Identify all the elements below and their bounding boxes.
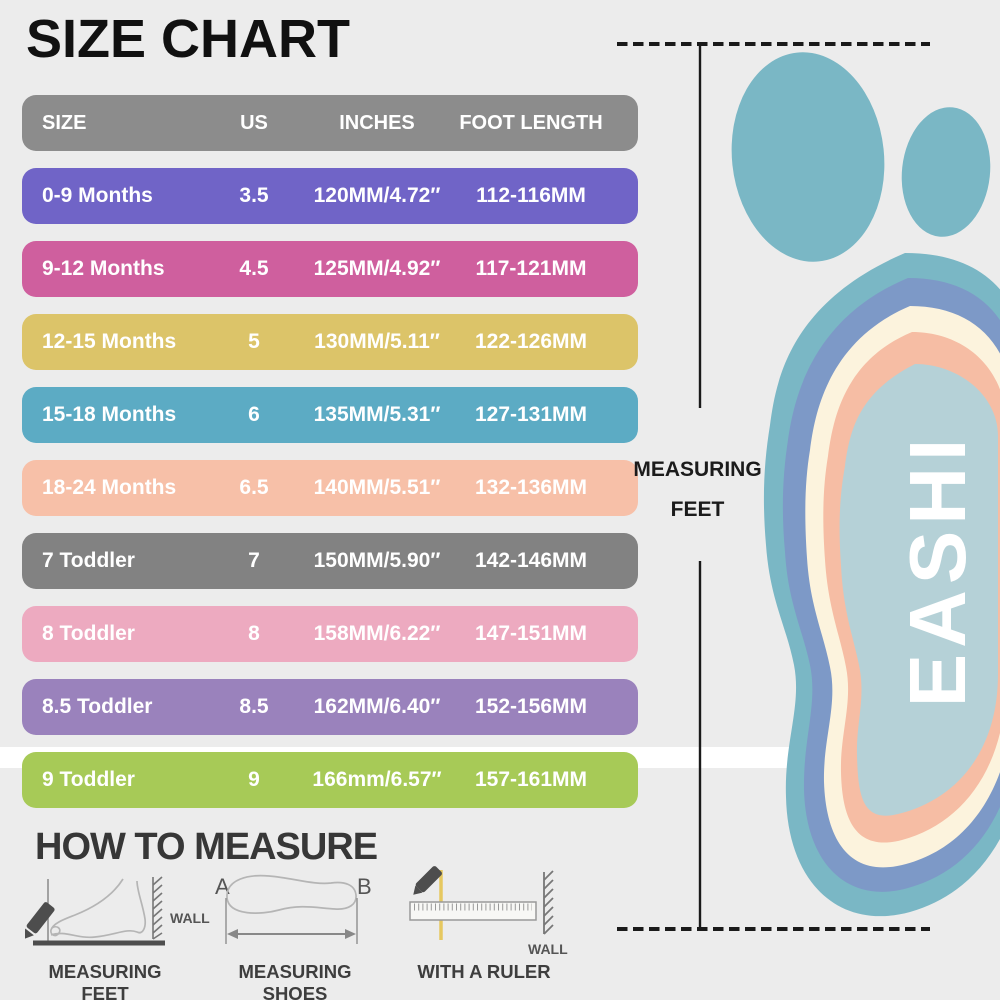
row-inches: 158MM/6.22″	[313, 622, 441, 645]
wall-label: WALL	[528, 941, 568, 957]
table-row: 8.5 Toddler 8.5 162MM/6.40″ 152-156MM	[22, 679, 638, 735]
measuring-shoes-icon: A B	[215, 874, 372, 944]
header-cell-us: US	[240, 111, 268, 134]
how-to-measure-heading: HOW TO MEASURE	[35, 826, 378, 868]
row-foot-length: 157-161MM	[474, 768, 588, 791]
wall-hatch	[152, 876, 163, 940]
table-row: 8 Toddler 8 158MM/6.22″ 147-151MM	[22, 606, 638, 662]
table-row: 15-18 Months 6 135MM/5.31″ 127-131MM	[22, 387, 638, 443]
measuring-feet-icon: WALL	[25, 876, 210, 946]
row-inches: 150MM/5.90″	[313, 549, 441, 572]
foot-layer-center	[839, 364, 998, 816]
table-row: 0-9 Months 3.5 120MM/4.72″ 112-116MM	[22, 168, 638, 224]
measuring-feet-annotation: MEASURING FEET	[610, 450, 785, 530]
measuring-feet-annotation-line2: FEET	[670, 498, 725, 521]
row-size-label: 0-9 Months	[42, 184, 153, 207]
row-size-label: 9 Toddler	[42, 768, 135, 791]
row-us-size: 9	[248, 768, 260, 791]
header-cell-inches: INCHES	[339, 111, 415, 134]
row-inches: 166mm/6.57″	[312, 768, 442, 791]
table-row: 18-24 Months 6.5 140MM/5.51″ 132-136MM	[22, 460, 638, 516]
header-cell-size: SIZE	[42, 111, 87, 134]
point-b-label: B	[357, 874, 372, 899]
row-us-size: 7	[248, 549, 260, 572]
row-inches: 140MM/5.51″	[313, 476, 441, 499]
second-toe-shape	[901, 107, 991, 237]
row-foot-length: 127-131MM	[474, 403, 588, 426]
with-a-ruler-caption: WITH A RULER	[417, 961, 551, 982]
point-a-label: A	[215, 874, 230, 899]
big-toe-shape	[731, 52, 885, 262]
table-row: 9-12 Months 4.5 125MM/4.92″ 117-121MM	[22, 241, 638, 297]
ruler-body	[409, 901, 537, 921]
row-size-label: 15-18 Months	[42, 403, 177, 426]
row-us-size: 5	[248, 330, 260, 353]
row-inches: 120MM/4.72″	[313, 184, 441, 207]
header-cell-foot-length: FOOT LENGTH	[459, 111, 603, 134]
row-us-size: 6.5	[239, 476, 269, 499]
pencil-icon	[25, 902, 55, 940]
row-size-label: 12-15 Months	[42, 330, 177, 353]
row-size-label: 7 Toddler	[42, 549, 135, 572]
row-inches: 130MM/5.11″	[314, 330, 440, 353]
row-foot-length: 122-126MM	[474, 330, 588, 353]
row-size-label: 18-24 Months	[42, 476, 177, 499]
table-row: 12-15 Months 5 130MM/5.11″ 122-126MM	[22, 314, 638, 370]
foot-sketch	[50, 878, 147, 939]
measuring-feet-caption: MEASURING FEET	[48, 961, 162, 1000]
row-us-size: 8	[248, 622, 260, 645]
page-title: SIZE CHART	[26, 9, 350, 69]
table-row: 9 Toddler 9 166mm/6.57″ 157-161MM	[22, 752, 638, 808]
shoe-outline	[226, 874, 357, 914]
row-us-size: 8.5	[239, 695, 269, 718]
row-foot-length: 112-116MM	[476, 184, 586, 207]
wall-label: WALL	[170, 910, 210, 926]
row-foot-length: 147-151MM	[474, 622, 588, 645]
row-us-size: 3.5	[239, 184, 269, 207]
row-inches: 162MM/6.40″	[313, 695, 441, 718]
row-us-size: 6	[248, 403, 260, 426]
measuring-feet-annotation-line1: MEASURING	[633, 458, 762, 481]
pencil-icon	[413, 866, 442, 895]
length-arrow	[227, 929, 356, 939]
wall-hatch	[543, 870, 554, 935]
row-us-size: 4.5	[239, 257, 269, 280]
row-size-label: 9-12 Months	[42, 257, 165, 280]
row-foot-length: 132-136MM	[474, 476, 588, 499]
row-size-label: 8 Toddler	[42, 622, 135, 645]
measuring-shoes-caption: MEASURING SHOES	[238, 961, 352, 1000]
table-row: 7 Toddler 7 150MM/5.90″ 142-146MM	[22, 533, 638, 589]
ruler-icon: WALL	[409, 866, 568, 957]
row-foot-length: 142-146MM	[474, 549, 588, 572]
brand-watermark: EASHI	[893, 432, 982, 708]
row-inches: 125MM/4.92″	[313, 257, 441, 280]
row-size-label: 8.5 Toddler	[42, 695, 153, 718]
row-foot-length: 152-156MM	[474, 695, 588, 718]
row-foot-length: 117-121MM	[475, 257, 587, 280]
row-inches: 135MM/5.31″	[313, 403, 441, 426]
table-header: SIZE US INCHES FOOT LENGTH	[22, 95, 638, 151]
